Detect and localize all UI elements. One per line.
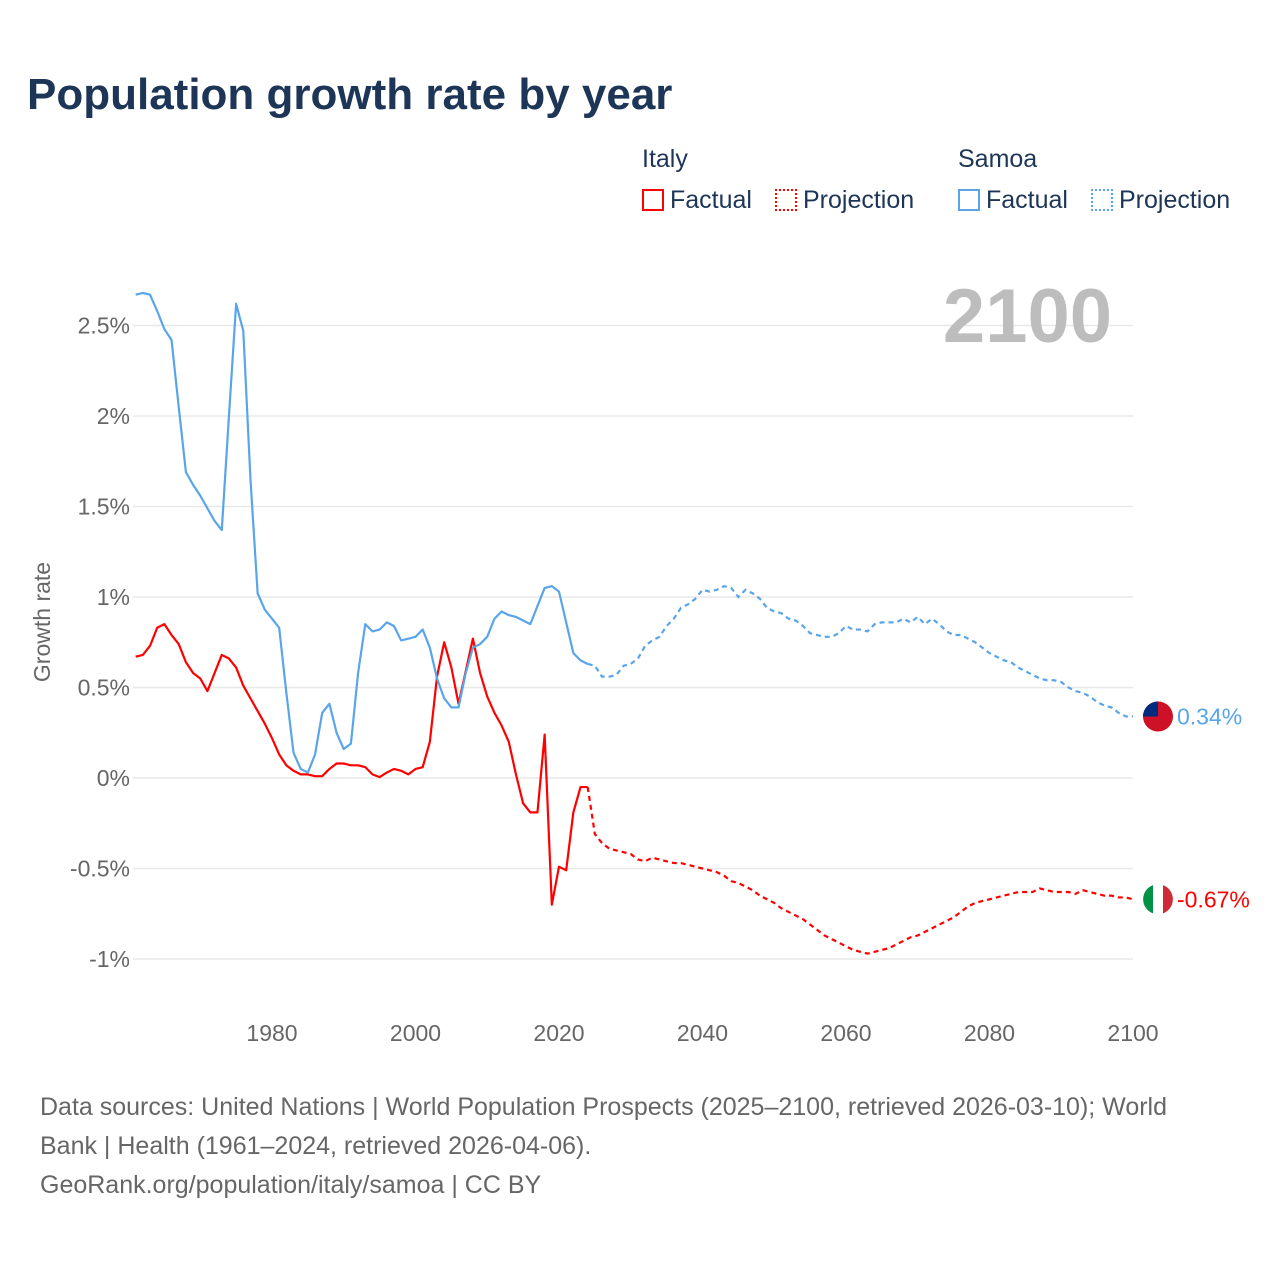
legend-swatch (642, 189, 664, 211)
y-tick-label: -0.5% (70, 856, 130, 882)
legend-samoa-projection[interactable]: Projection (1091, 186, 1230, 215)
y-tick-label: 1% (97, 584, 130, 610)
x-tick-label: 2040 (677, 1020, 728, 1046)
x-tick-label: 2000 (390, 1020, 441, 1046)
x-tick-label: 2080 (964, 1020, 1015, 1046)
attribution-link[interactable]: GeoRank.org/population/italy/samoa | CC … (40, 1171, 542, 1199)
y-tick-label: 2.5% (78, 313, 130, 339)
y-tick-label: 2% (97, 403, 130, 429)
source-line: Data sources: United Nations | World Pop… (40, 1093, 1168, 1121)
samoa-end-value-label: 0.34% (1177, 703, 1242, 729)
legend-italy-factual[interactable]: Factual (642, 186, 752, 215)
italy-flag-green (1143, 885, 1153, 914)
italy-end-value-label: -0.67% (1177, 886, 1250, 912)
legend-swatch (1091, 189, 1113, 211)
legend-samoa-title: Samoa (958, 145, 1038, 173)
italy-flag-red (1163, 885, 1173, 914)
legend-swatch (775, 189, 797, 211)
italy-factual-line (135, 623, 588, 906)
legend-label: Projection (803, 186, 915, 214)
legend-italy-title: Italy (642, 145, 688, 173)
samoa-flag-canton (1143, 701, 1158, 717)
y-tick-label: 0.5% (78, 675, 130, 701)
y-tick-label: 1.5% (78, 494, 130, 520)
chart-title: Population growth rate by year (27, 70, 673, 119)
x-tick-label: 2060 (820, 1020, 871, 1046)
legend-swatch (958, 189, 980, 211)
y-axis-label: Growth rate (29, 562, 55, 682)
samoa-projection-line (587, 584, 1133, 718)
footer: Data sources: United Nations | World Pop… (40, 1088, 1240, 1205)
y-tick-label: 0% (97, 765, 130, 791)
legend-samoa-factual[interactable]: Factual (958, 186, 1068, 215)
samoa-factual-line (135, 291, 589, 774)
y-tick-label: -1% (89, 946, 130, 972)
legend-label: Factual (986, 186, 1068, 214)
legend-label: Projection (1119, 186, 1231, 214)
source-line: Bank | Health (1961–2024, retrieved 2026… (40, 1132, 592, 1160)
italy-projection-line (586, 786, 1134, 955)
year-label: 2100 (943, 274, 1112, 359)
x-tick-label: 2100 (1107, 1020, 1158, 1046)
x-tick-label: 2020 (533, 1020, 584, 1046)
x-tick-label: 1980 (246, 1020, 297, 1046)
legend-italy-projection[interactable]: Projection (775, 186, 914, 215)
legend-label: Factual (670, 186, 752, 214)
